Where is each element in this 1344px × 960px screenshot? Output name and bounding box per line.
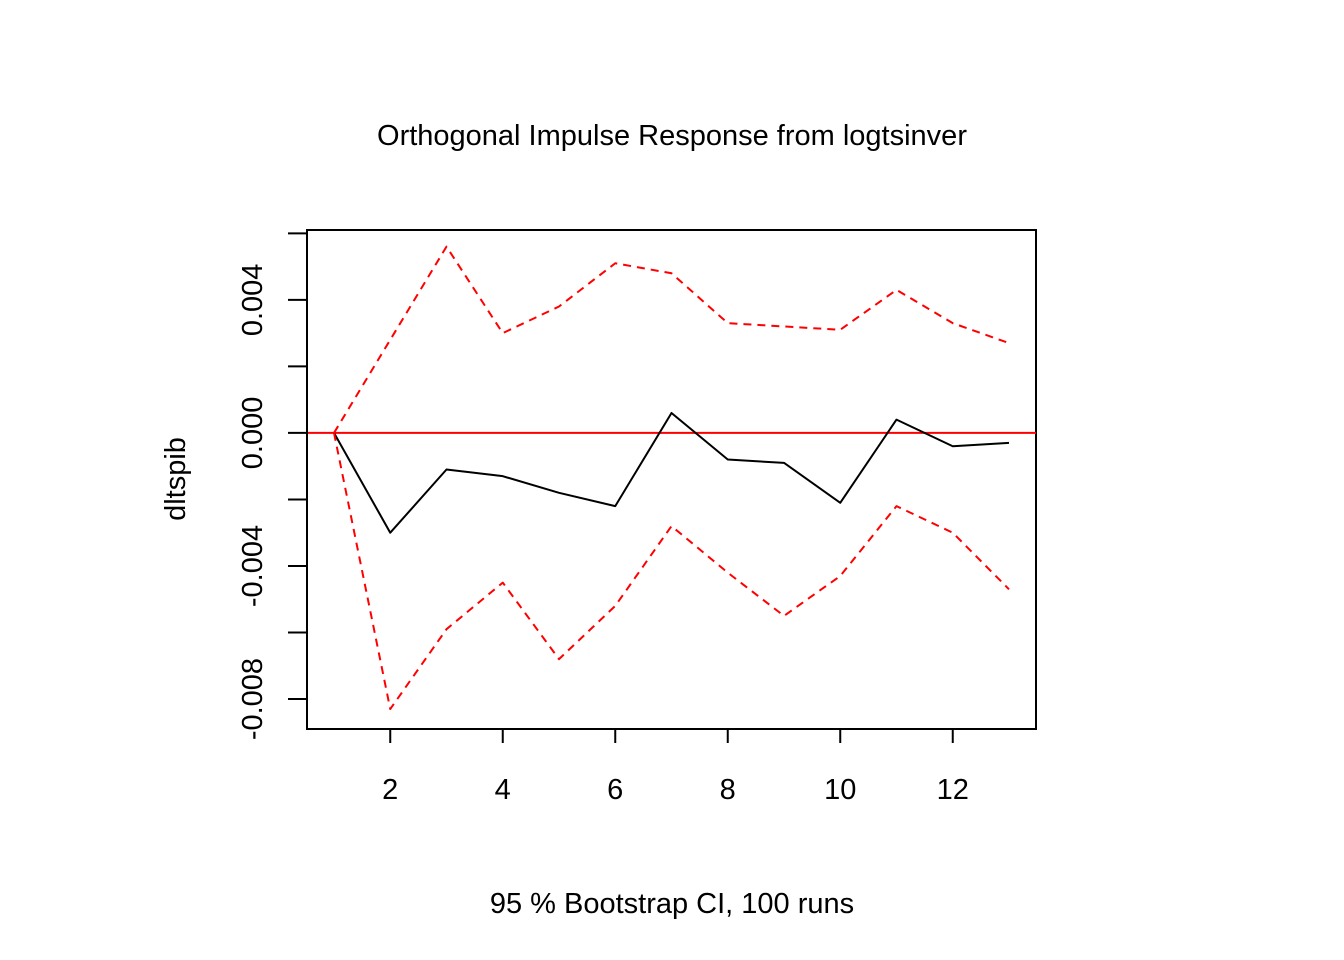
upper-ci-line bbox=[333, 245, 1010, 434]
y-tick-label: 0.004 bbox=[237, 264, 269, 337]
x-axis: 2 4 6 8 10 12 bbox=[382, 728, 969, 806]
y-axis: -0.008 -0.004 0.000 0.004 bbox=[237, 232, 308, 740]
plot-frame bbox=[306, 229, 1037, 730]
x-tick-label: 8 bbox=[720, 774, 736, 806]
lower-ci-line bbox=[333, 432, 1010, 711]
x-tick-label: 4 bbox=[495, 774, 511, 806]
y-tick-label: -0.008 bbox=[237, 658, 269, 740]
x-tick-label: 12 bbox=[937, 774, 969, 806]
impulse-response-line bbox=[333, 411, 1010, 534]
y-tick-label: 0.000 bbox=[237, 397, 269, 470]
x-axis-label: 95 % Bootstrap CI, 100 runs bbox=[490, 888, 854, 920]
series-layer bbox=[333, 245, 1010, 711]
y-tick-label: -0.004 bbox=[237, 525, 269, 607]
x-tick-label: 6 bbox=[607, 774, 623, 806]
y-axis-label: dltspib bbox=[160, 437, 192, 521]
x-tick-label: 10 bbox=[824, 774, 856, 806]
x-tick-label: 2 bbox=[382, 774, 398, 806]
chart-title: Orthogonal Impulse Response from logtsin… bbox=[377, 120, 967, 152]
